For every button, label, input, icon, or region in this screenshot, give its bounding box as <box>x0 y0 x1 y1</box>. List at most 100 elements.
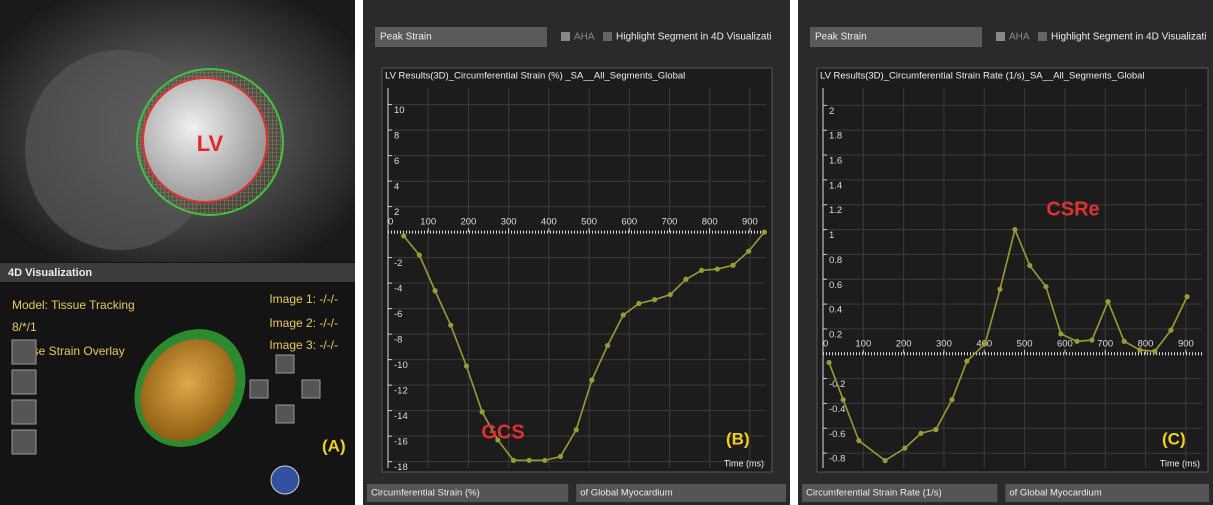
y-tick-label: 0.2 <box>829 329 842 340</box>
data-point <box>652 297 657 302</box>
x-tick-label: 400 <box>541 217 557 228</box>
y-tick-label: 4 <box>394 182 399 193</box>
nav-button[interactable] <box>302 380 320 398</box>
data-point <box>762 229 767 234</box>
data-point <box>746 249 751 254</box>
x-tick-label: 100 <box>855 338 871 349</box>
x-tick-label: 300 <box>501 217 517 228</box>
tool-icon[interactable] <box>12 370 36 394</box>
x-tick-label: 600 <box>621 217 637 228</box>
x-axis-label: Time (ms) <box>1160 458 1200 468</box>
data-point <box>668 292 673 297</box>
data-point <box>826 360 831 365</box>
x-tick-label: 900 <box>742 217 758 228</box>
data-point <box>574 427 579 432</box>
highlight-text: Highlight Segment in 4D Visualizati <box>616 32 771 43</box>
viz-header: 4D Visualization <box>8 267 92 279</box>
x-tick-label: 200 <box>896 338 912 349</box>
data-point <box>1074 339 1079 344</box>
metric-text: Peak Strain <box>815 32 867 43</box>
data-point <box>964 359 969 364</box>
data-point <box>882 458 887 463</box>
aha-text: AHA <box>1009 32 1030 43</box>
tool-icon[interactable] <box>12 340 36 364</box>
aha-checkbox[interactable] <box>996 32 1005 41</box>
x-axis-label: Time (ms) <box>724 458 764 468</box>
highlight-checkbox[interactable] <box>1038 32 1047 41</box>
x-tick-label: 0 <box>388 217 393 228</box>
nav-button[interactable] <box>276 405 294 423</box>
chart-title: LV Results(3D)_Circumferential Strain Ra… <box>820 71 1145 82</box>
highlight-checkbox[interactable] <box>603 32 612 41</box>
data-point <box>479 409 484 414</box>
y-tick-label: 1.4 <box>829 180 842 191</box>
highlight-text: Highlight Segment in 4D Visualizati <box>1051 32 1206 43</box>
data-point <box>511 458 516 463</box>
aha-checkbox[interactable] <box>561 32 570 41</box>
data-point <box>902 446 907 451</box>
y-tick-label: 6 <box>394 156 399 167</box>
data-point <box>464 363 469 368</box>
y-tick-label: -2 <box>394 258 402 269</box>
data-point <box>417 252 422 257</box>
x-tick-label: 700 <box>1097 338 1113 349</box>
y-tick-label: -6 <box>394 309 402 320</box>
data-point <box>527 458 532 463</box>
data-point <box>715 266 720 271</box>
data-point <box>1058 331 1063 336</box>
curve-annotation: GCS <box>481 421 524 443</box>
image-text: Image 1: -/-/- <box>269 292 338 306</box>
data-point <box>730 263 735 268</box>
x-tick-label: 500 <box>581 217 597 228</box>
lv-label: LV <box>197 131 224 156</box>
data-point <box>841 397 846 402</box>
data-point <box>605 343 610 348</box>
curve-annotation: CSRe <box>1046 198 1099 220</box>
y-tick-label: 0.8 <box>829 255 842 266</box>
panel-label: (A) <box>322 436 346 455</box>
panel-label: (B) <box>726 429 750 448</box>
y-tick-label: -8 <box>394 335 402 346</box>
x-tick-label: 900 <box>1178 338 1194 349</box>
data-point <box>1089 337 1094 342</box>
data-point <box>1105 299 1110 304</box>
data-point <box>1152 349 1157 354</box>
y-tick-label: 2 <box>829 106 834 117</box>
data-point <box>1012 227 1017 232</box>
image-text: Image 2: -/-/- <box>269 316 338 330</box>
tool-icon[interactable] <box>12 400 36 424</box>
measure-text: Circumferential Strain (%) <box>371 488 480 499</box>
x-tick-label: 0 <box>823 338 828 349</box>
y-tick-label: -10 <box>394 360 408 371</box>
y-tick-label: -18 <box>394 462 408 473</box>
y-tick-label: -4 <box>394 284 402 295</box>
nav-button[interactable] <box>250 380 268 398</box>
y-tick-label: -16 <box>394 437 408 448</box>
y-tick-label: -0.4 <box>829 404 845 415</box>
data-point <box>1027 263 1032 268</box>
panel-label: (C) <box>1162 429 1186 448</box>
y-tick-label: -12 <box>394 386 408 397</box>
screenshot: LV 4D Visualization Model: Tissue Tracki… <box>0 0 1213 505</box>
y-tick-label: 0.4 <box>829 305 842 316</box>
y-tick-label: -0.6 <box>829 429 845 440</box>
frame-text: 8/*/1 <box>12 320 37 334</box>
metric-text: Peak Strain <box>380 32 432 43</box>
data-point <box>933 427 938 432</box>
data-point <box>918 431 923 436</box>
nav-button[interactable] <box>276 355 294 373</box>
data-point <box>401 233 406 238</box>
data-point <box>1184 294 1189 299</box>
x-tick-label: 100 <box>420 217 436 228</box>
data-point <box>1122 339 1127 344</box>
data-point <box>1168 328 1173 333</box>
x-tick-label: 800 <box>702 217 718 228</box>
tool-icon[interactable] <box>12 430 36 454</box>
orientation-widget[interactable] <box>271 466 299 494</box>
x-tick-label: 300 <box>936 338 952 349</box>
data-point <box>636 301 641 306</box>
data-point <box>432 288 437 293</box>
data-point <box>1137 347 1142 352</box>
y-tick-label: 1 <box>829 230 834 241</box>
data-point <box>949 397 954 402</box>
